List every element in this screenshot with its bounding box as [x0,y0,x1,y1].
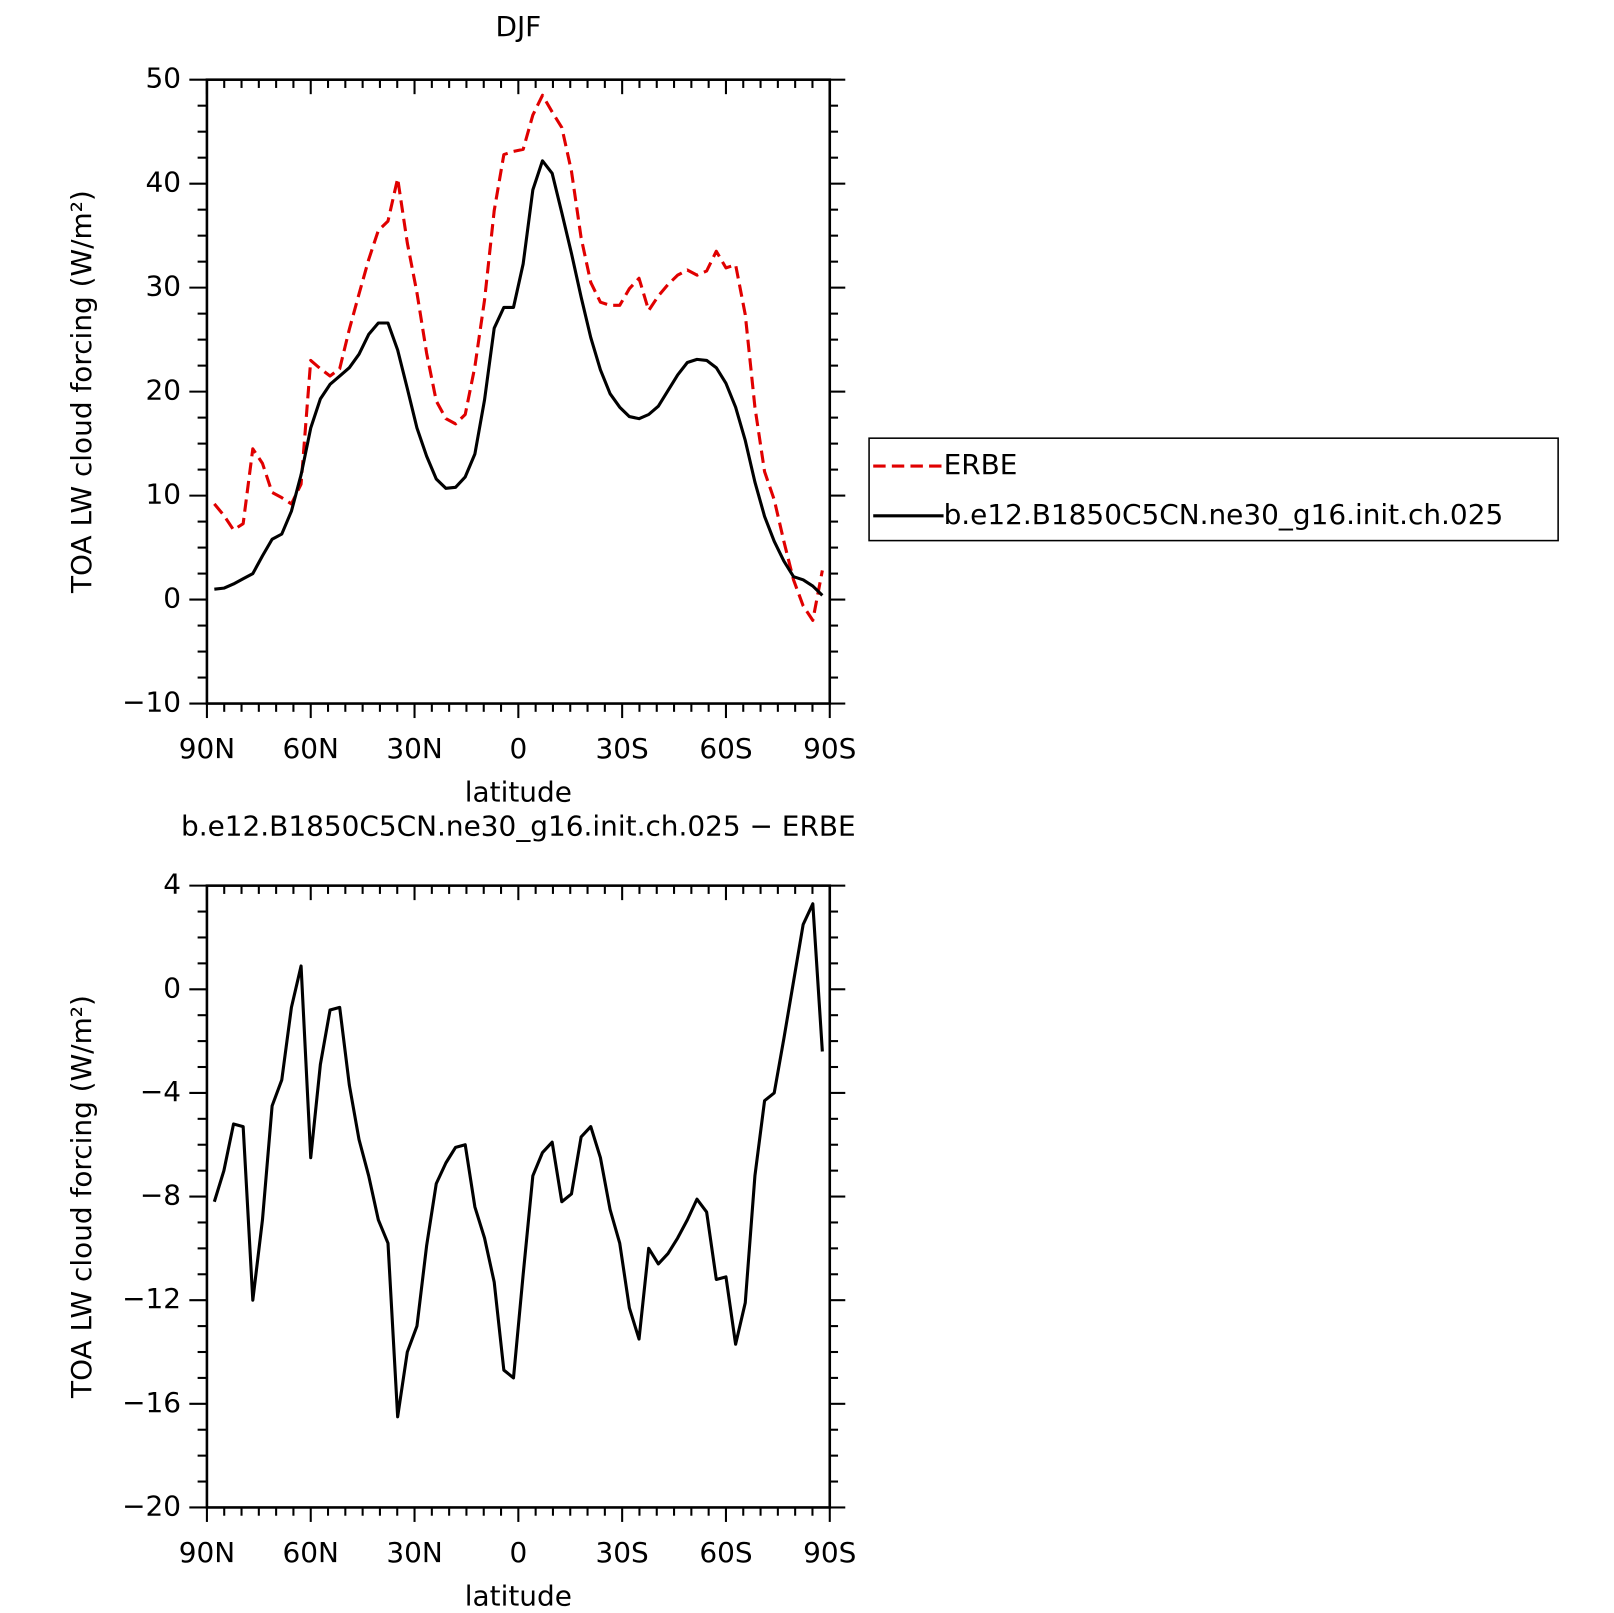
x-tick-label: 90N [179,1536,235,1569]
y-axis-label: TOA LW cloud forcing (W/m²) [65,190,98,594]
y-tick-label: 20 [146,374,182,407]
y-tick-label: 30 [146,270,182,303]
y-tick-label: 10 [146,478,182,511]
y-tick-label: 0 [163,582,181,615]
chart-title: b.e12.B1850C5CN.ne30_g16.init.ch.025 − E… [181,810,856,843]
x-tick-label: 60S [699,732,752,765]
legend: ERBE b.e12.B1850C5CN.ne30_g16.init.ch.025 [868,437,1559,542]
x-tick-label: 30N [386,732,442,765]
x-tick-label: 30N [386,1536,442,1569]
x-tick-label: 90S [803,1536,856,1569]
chart-panel: b.e12.B1850C5CN.ne30_g16.init.ch.025 − E… [65,810,857,1613]
x-tick-label: 30S [596,732,649,765]
x-tick-label: 90S [803,732,856,765]
y-tick-label: 4 [163,868,181,901]
y-axis-label: TOA LW cloud forcing (W/m²) [65,995,98,1399]
y-tick-label: −4 [140,1075,181,1108]
chart-title: DJF [495,10,541,43]
legend-frame [868,437,1559,542]
plot-frame [205,78,832,705]
data-line [214,159,824,597]
x-tick-label: 60N [283,1536,339,1569]
x-axis-label: latitude [465,776,572,809]
y-tick-label: −10 [122,686,181,719]
y-tick-label: 40 [146,166,182,199]
data-line [213,93,824,622]
x-tick-label: 0 [509,732,527,765]
plot-frame [205,884,832,1509]
x-tick-label: 60S [699,1536,752,1569]
legend-label: ERBE [944,448,1018,481]
y-tick-label: −16 [122,1386,181,1419]
data-line [212,902,824,1419]
x-axis-label: latitude [465,1579,572,1612]
y-tick-label: 50 [146,62,182,95]
chart-panel: DJF latitude TOA LW cloud forcing (W/m²) −1… [65,10,1559,809]
x-tick-label: 60N [283,732,339,765]
y-tick-label: −12 [122,1282,181,1315]
y-tick-label: −20 [122,1489,181,1522]
y-tick-label: 0 [163,971,181,1004]
x-tick-label: 30S [596,1536,649,1569]
legend-label: b.e12.B1850C5CN.ne30_g16.init.ch.025 [944,498,1504,531]
x-tick-label: 90N [179,732,235,765]
y-tick-label: −8 [140,1179,181,1212]
x-tick-label: 0 [509,1536,527,1569]
